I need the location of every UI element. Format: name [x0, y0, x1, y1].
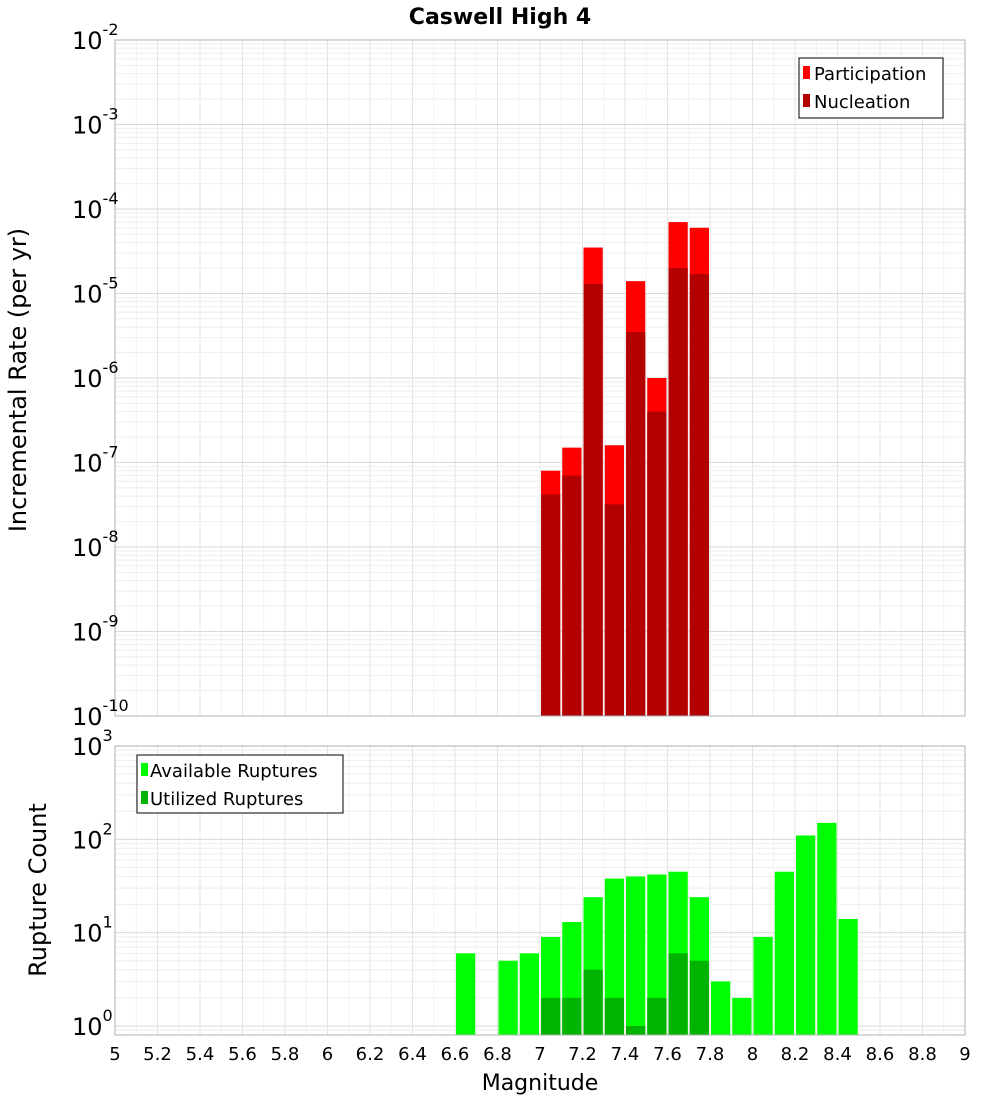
- bar-available-ruptures: [626, 876, 646, 1035]
- bar-available-ruptures: [498, 960, 518, 1035]
- bar-utilized-ruptures: [562, 997, 582, 1035]
- bar-utilized-ruptures: [583, 969, 603, 1035]
- legend-swatch-nucleation: [803, 94, 810, 107]
- y-tick-label: 10-3: [72, 105, 119, 140]
- bar-available-ruptures: [519, 953, 539, 1035]
- legend-label-nucleation: Nucleation: [814, 92, 910, 113]
- y-tick-label: 103: [72, 726, 113, 761]
- top-plot-frame: [114, 39, 966, 717]
- x-tick-label: 8.8: [908, 1044, 937, 1065]
- bar-available-ruptures: [711, 981, 731, 1035]
- x-tick-label: 7.2: [568, 1044, 597, 1065]
- bar-utilized-ruptures: [626, 1025, 646, 1035]
- bottom-y-axis-label: Rupture Count: [24, 803, 52, 977]
- x-tick-label: 5.4: [186, 1044, 215, 1065]
- x-tick-label: 7.4: [611, 1044, 640, 1065]
- x-tick-label: 6.6: [441, 1044, 470, 1065]
- bar-nucleation: [668, 268, 688, 716]
- x-tick-label: 6.8: [483, 1044, 512, 1065]
- legend-label-utilized-ruptures: Utilized Ruptures: [150, 789, 303, 810]
- bar-available-ruptures: [604, 878, 624, 1035]
- bar-utilized-ruptures: [647, 997, 667, 1035]
- x-tick-label: 5: [109, 1044, 120, 1065]
- top-y-ticks: 10-10 10-9 10-8 10-7 10-6 10-5 10-4 10-3 10-2: [72, 20, 129, 731]
- chart-title: Caswell High 4: [409, 5, 591, 30]
- x-tick-label: 8.4: [823, 1044, 852, 1065]
- y-tick-label: 10-7: [72, 443, 119, 478]
- x-tick-label: 8.6: [866, 1044, 895, 1065]
- y-tick-label: 102: [72, 819, 113, 854]
- legend-swatch-participation: [803, 66, 810, 79]
- top-bars: [541, 222, 709, 716]
- x-tick-label: 5.8: [271, 1044, 300, 1065]
- bar-nucleation: [562, 475, 582, 716]
- x-axis-label: Magnitude: [482, 1071, 599, 1096]
- legend-label-available-ruptures: Available Ruptures: [150, 761, 318, 782]
- bar-available-ruptures: [732, 997, 752, 1035]
- x-tick-label: 5.6: [228, 1044, 257, 1065]
- x-tick-label: 8: [747, 1044, 758, 1065]
- x-tick-label: 6.2: [356, 1044, 385, 1065]
- y-tick-label: 10-5: [72, 274, 119, 309]
- bar-available-ruptures: [796, 835, 816, 1035]
- top-gridlines: [114, 39, 966, 717]
- bottom-bars: [456, 822, 858, 1035]
- bottom-legend-box: [136, 754, 344, 814]
- legend-swatch-available-ruptures: [141, 763, 148, 776]
- bar-available-ruptures: [456, 953, 476, 1035]
- x-ticks: 5 5.2 5.4 5.6 5.8 6 6.2 6.4 6.6 6.8 7 7.2 7.4 7.6 7.8 8…: [109, 1044, 970, 1065]
- x-tick-label: 9: [959, 1044, 970, 1065]
- x-tick-label: 7.8: [696, 1044, 725, 1065]
- top-y-axis-label: Incremental Rate (per yr): [4, 228, 32, 532]
- bar-utilized-ruptures: [689, 960, 709, 1035]
- y-tick-label: 10-8: [72, 527, 119, 562]
- bottom-legend: Available Ruptures Utilized Ruptures: [136, 754, 344, 814]
- top-legend-box: [798, 57, 944, 119]
- x-tick-label: 7.6: [653, 1044, 682, 1065]
- bottom-y-ticks: 100 101 102 103: [72, 726, 113, 1041]
- bar-utilized-ruptures: [541, 997, 561, 1035]
- y-tick-label: 101: [72, 913, 113, 948]
- x-tick-label: 8.2: [781, 1044, 810, 1065]
- bar-available-ruptures: [753, 936, 773, 1035]
- y-tick-label: 10-2: [72, 20, 119, 55]
- y-tick-label: 10-6: [72, 358, 119, 393]
- x-tick-label: 5.2: [143, 1044, 172, 1065]
- bar-available-ruptures: [838, 919, 858, 1035]
- bar-nucleation: [689, 274, 709, 716]
- bar-nucleation: [583, 283, 603, 716]
- top-legend: Participation Nucleation: [798, 57, 944, 119]
- x-tick-label: 6.4: [398, 1044, 427, 1065]
- bar-utilized-ruptures: [604, 997, 624, 1035]
- x-tick-label: 7: [534, 1044, 545, 1065]
- bar-available-ruptures: [817, 822, 837, 1035]
- bar-available-ruptures: [647, 874, 667, 1035]
- x-tick-label: 6: [322, 1044, 333, 1065]
- bar-available-ruptures: [774, 871, 794, 1035]
- bar-nucleation: [647, 411, 667, 716]
- y-tick-label: 10-9: [72, 612, 119, 647]
- bottom-plot-frame: [114, 745, 966, 1036]
- legend-label-participation: Participation: [814, 64, 926, 85]
- legend-swatch-utilized-ruptures: [141, 791, 148, 804]
- y-tick-label: 10-4: [72, 189, 119, 224]
- bar-nucleation: [604, 504, 624, 716]
- y-tick-label: 10-10: [72, 696, 129, 731]
- bar-nucleation: [541, 494, 561, 716]
- y-tick-label: 100: [72, 1006, 113, 1041]
- bar-nucleation: [626, 332, 646, 716]
- bar-utilized-ruptures: [668, 953, 688, 1035]
